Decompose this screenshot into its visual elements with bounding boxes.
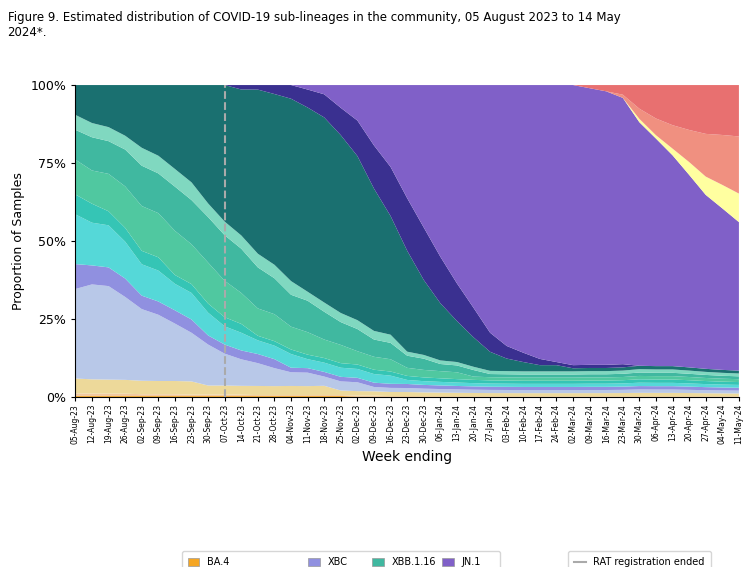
Legend: RAT registration ended: RAT registration ended [569, 552, 710, 567]
Y-axis label: Proportion of Samples: Proportion of Samples [12, 172, 25, 310]
Text: Figure 9. Estimated distribution of COVID-19 sub-lineages in the community, 05 A: Figure 9. Estimated distribution of COVI… [8, 11, 621, 39]
X-axis label: Week ending: Week ending [362, 450, 452, 464]
